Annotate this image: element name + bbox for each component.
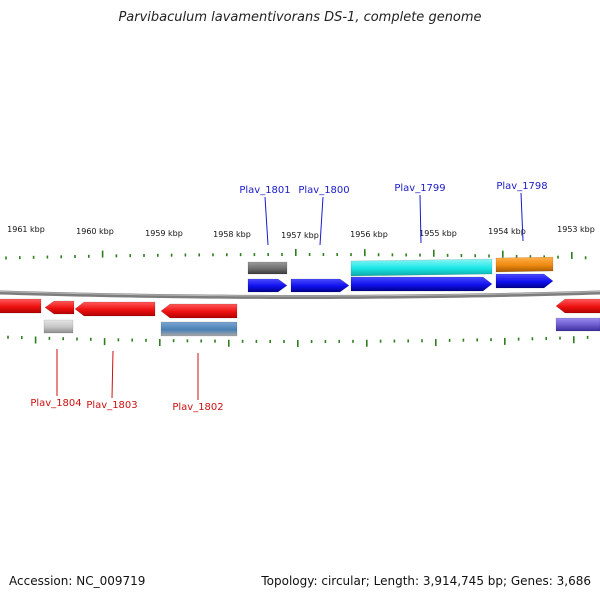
ruler-label: 1954 kbp <box>488 227 526 236</box>
ruler-label: 1959 kbp <box>145 229 183 238</box>
ruler-label: 1953 kbp <box>557 225 595 234</box>
gene-label-forward: Plav_1800 <box>298 185 349 196</box>
ruler-label: 1956 kbp <box>350 230 388 239</box>
gene-forward-plav1800 <box>290 278 350 293</box>
gene-label-reverse: Plav_1804 <box>30 398 81 409</box>
feature-light-gray <box>43 319 74 334</box>
ruler-label: 1958 kbp <box>213 230 251 239</box>
gene-reverse-edge-left <box>0 298 42 314</box>
gene-reverse-plav1804 <box>44 300 75 315</box>
feature-slate <box>555 317 600 332</box>
genome-backbone <box>0 290 600 299</box>
accession-text: Accession: NC_009719 <box>9 574 146 588</box>
label-leader-line <box>419 194 422 244</box>
gene-label-forward: Plav_1799 <box>394 183 445 194</box>
gene-reverse-plav1802 <box>160 303 238 319</box>
feature-cyan <box>350 258 493 277</box>
ruler-label: 1955 kbp <box>419 229 457 238</box>
map-title: Parvibaculum lavamentivorans DS-1, compl… <box>118 10 482 25</box>
ruler-label: 1960 kbp <box>76 227 114 236</box>
gene-label-reverse: Plav_1802 <box>172 402 223 413</box>
feature-orange <box>495 256 554 273</box>
feature-gray <box>247 261 288 275</box>
gene-label-forward: Plav_1801 <box>239 185 290 196</box>
gene-forward-plav1799 <box>350 276 493 292</box>
gene-forward-plav1801 <box>247 278 288 293</box>
label-leader-line <box>111 350 114 399</box>
label-leader-line <box>520 192 524 242</box>
gene-forward-plav1798 <box>495 273 554 289</box>
gene-reverse-edge-right <box>555 298 600 314</box>
ruler-label: 1957 kbp <box>281 231 319 240</box>
backbone-highlight <box>0 291 600 297</box>
label-leader-line <box>264 196 269 246</box>
gene-label-reverse: Plav_1803 <box>86 400 137 411</box>
gene-label-forward: Plav_1798 <box>496 181 547 192</box>
feature-steel <box>160 321 238 337</box>
label-leader-line <box>319 196 324 246</box>
topology-text: Topology: circular; Length: 3,914,745 bp… <box>261 574 591 588</box>
ruler-label: 1961 kbp <box>7 225 45 234</box>
gene-reverse-plav1803 <box>74 301 156 317</box>
